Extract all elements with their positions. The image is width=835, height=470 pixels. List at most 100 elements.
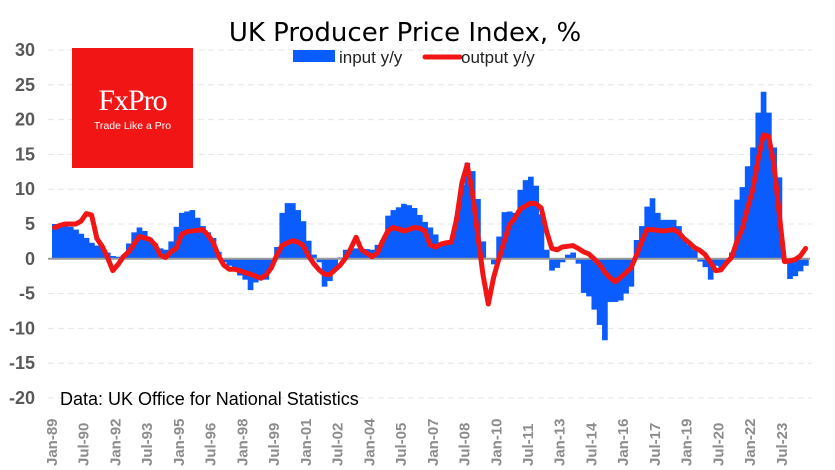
logo-tagline: Trade Like a Pro <box>93 120 172 132</box>
input-bar <box>385 215 391 259</box>
input-bar <box>226 258 233 266</box>
input-bar <box>670 219 677 259</box>
input-bar <box>332 258 339 270</box>
x-tick-label: Jul-90 <box>76 423 93 466</box>
legend-label-input: input y/y <box>339 48 403 67</box>
input-bar <box>533 185 539 259</box>
x-tick-label: Jul-14 <box>583 422 600 466</box>
input-bar <box>184 211 190 259</box>
input-bar <box>263 258 270 280</box>
input-bar <box>221 258 227 263</box>
input-bar <box>580 258 587 293</box>
input-bar <box>311 254 317 259</box>
input-bar <box>792 258 799 277</box>
input-bar <box>284 203 291 259</box>
fxpro-logo: FxPro Trade Like a Pro <box>72 48 193 168</box>
y-tick-label: -20 <box>9 388 35 408</box>
input-bar <box>549 258 555 271</box>
input-bar <box>316 258 323 263</box>
chart-title: UK Producer Price Index, % <box>229 18 581 48</box>
input-bar <box>496 236 502 259</box>
input-bar <box>623 258 629 294</box>
x-tick-label: Jul-99 <box>266 423 283 466</box>
input-bar <box>136 227 143 259</box>
input-bar <box>411 207 418 259</box>
x-tick-label: Jul-17 <box>647 423 664 466</box>
input-bar <box>305 240 312 259</box>
input-bar <box>353 248 360 259</box>
y-axis-ticks: 30 25 20 15 10 5 0 -5 -10 -15 -20 <box>9 40 35 408</box>
input-bar <box>52 224 58 259</box>
input-bar <box>453 217 460 259</box>
y-tick-label: 10 <box>15 179 35 199</box>
input-bar <box>480 241 487 259</box>
x-tick-label: Jan-07 <box>425 418 442 466</box>
input-bar <box>379 240 386 259</box>
input-bar <box>697 258 703 262</box>
input-bar <box>702 258 709 268</box>
input-bar <box>681 240 688 259</box>
x-axis-ticks: Jan-89 Jul-90 Jan-92 Jul-93 Jan-95 Jul-96 Jan-… <box>44 418 791 466</box>
input-bar <box>803 258 809 266</box>
input-bar <box>755 112 762 259</box>
input-bar <box>242 258 249 280</box>
input-bar <box>760 91 767 259</box>
input-bar <box>258 258 264 280</box>
y-tick-label: 30 <box>15 40 35 60</box>
input-bar <box>89 242 95 259</box>
input-bar <box>591 258 598 310</box>
x-tick-label: Jul-11 <box>520 423 537 466</box>
input-bar <box>422 221 428 259</box>
input-bar <box>517 189 524 259</box>
source-note: Data: UK Office for National Statistics <box>60 389 359 409</box>
input-bar <box>83 237 90 259</box>
logo-brand: FxPro <box>98 84 167 117</box>
legend-label-output: output y/y <box>461 48 535 67</box>
legend: input y/y output y/y <box>293 48 535 67</box>
input-bar <box>390 210 397 259</box>
input-bar <box>189 210 196 259</box>
input-bar <box>575 258 582 264</box>
y-tick-label: 5 <box>25 214 35 234</box>
input-bar <box>110 256 116 259</box>
y-tick-label: 15 <box>15 144 35 164</box>
input-bar <box>490 258 497 265</box>
x-tick-label: Jul-08 <box>457 423 474 466</box>
input-bar <box>628 258 635 287</box>
x-tick-label: Jul-20 <box>710 423 727 466</box>
input-bar <box>660 219 666 259</box>
input-bar <box>691 249 698 259</box>
x-tick-label: Jan-10 <box>488 418 505 466</box>
input-bar <box>570 252 577 259</box>
y-tick-label: 0 <box>25 249 35 269</box>
x-tick-label: Jan-16 <box>615 418 632 466</box>
input-bar <box>62 224 69 259</box>
input-bar <box>522 180 529 259</box>
x-tick-label: Jan-92 <box>107 418 124 466</box>
x-tick-label: Jan-95 <box>171 418 188 466</box>
input-bar <box>67 226 74 259</box>
input-bar <box>676 226 682 259</box>
input-bar <box>771 147 777 259</box>
legend-swatch-input <box>293 50 335 62</box>
input-bar <box>734 199 740 259</box>
input-bar <box>565 254 571 259</box>
input-bar <box>797 258 804 272</box>
input-bar <box>300 221 307 259</box>
input-bar <box>358 248 365 259</box>
input-bar <box>416 214 423 259</box>
input-bar <box>94 245 101 259</box>
input-bar <box>469 171 476 259</box>
input-bar <box>665 219 672 259</box>
y-tick-label: -5 <box>19 284 35 304</box>
input-bar <box>443 243 450 259</box>
input-bar <box>141 230 148 259</box>
input-bar <box>559 258 566 263</box>
input-bar <box>115 256 122 259</box>
y-tick-label: 20 <box>15 110 35 130</box>
input-bar <box>766 112 772 259</box>
input-bar <box>147 237 153 259</box>
x-tick-label: Jan-89 <box>44 418 61 466</box>
